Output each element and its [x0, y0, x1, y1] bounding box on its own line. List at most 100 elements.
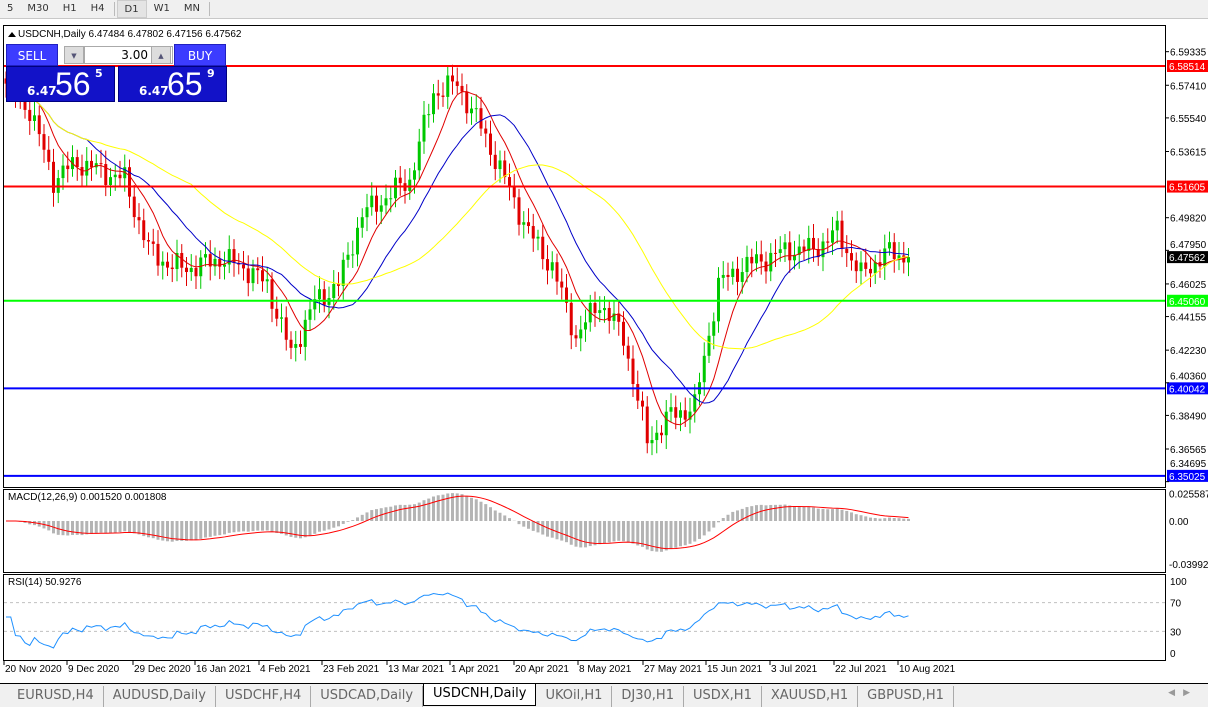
- macd-histogram-bar: [688, 521, 692, 544]
- macd-histogram-bar: [408, 504, 412, 521]
- hline-price-label: 6.45060: [1169, 297, 1206, 308]
- candle-body: [512, 186, 516, 198]
- price-tick-label: 6.55540: [1170, 114, 1207, 125]
- macd-histogram-bar: [560, 521, 564, 541]
- macd-histogram-bar: [717, 521, 720, 523]
- hline-price-label: 6.40042: [1169, 384, 1206, 395]
- macd-histogram-bar: [764, 505, 768, 521]
- buy-button[interactable]: BUY: [174, 44, 226, 66]
- candle-body: [674, 407, 678, 418]
- collapse-triangle-icon[interactable]: [8, 32, 16, 37]
- macd-histogram-bar: [156, 521, 160, 540]
- macd-histogram-bar: [80, 521, 84, 536]
- price-tick-label: 6.57410: [1170, 81, 1207, 92]
- timeframe-5[interactable]: 5: [7, 3, 14, 14]
- macd-histogram-bar: [831, 509, 834, 521]
- macd-histogram-bar: [308, 521, 312, 536]
- chart-tab[interactable]: DJ30,H1: [612, 686, 684, 707]
- candle-body: [826, 241, 830, 243]
- candle-body: [546, 259, 549, 271]
- macd-histogram-bar: [617, 521, 621, 541]
- date-label: 20 Apr 2021: [515, 664, 569, 675]
- chart-tab[interactable]: XAUUSD,H1: [762, 686, 859, 707]
- macd-histogram-bar: [432, 496, 435, 521]
- candle-body: [774, 252, 777, 254]
- candle-body: [864, 262, 868, 269]
- candle-body: [299, 344, 302, 347]
- macd-histogram-bar: [265, 521, 269, 531]
- macd-histogram-bar: [869, 517, 872, 521]
- candle-body: [113, 174, 117, 178]
- chart-tab[interactable]: EURUSD,H4: [8, 686, 104, 707]
- candle-body: [598, 310, 602, 313]
- timeframe-w1[interactable]: W1: [153, 3, 170, 14]
- macd-histogram-bar: [840, 509, 844, 521]
- candle-body: [185, 267, 188, 273]
- candle-body: [446, 75, 450, 97]
- candle-body: [869, 268, 872, 274]
- candle-body: [892, 242, 896, 260]
- timeframe-m30[interactable]: M30: [27, 3, 49, 14]
- buy-price-fraction: 9: [207, 67, 215, 80]
- macd-histogram-bar: [489, 507, 492, 521]
- candle-body: [626, 345, 630, 359]
- macd-histogram-bar: [303, 521, 307, 538]
- timeframe-h4[interactable]: H4: [90, 3, 105, 14]
- macd-histogram-bar: [289, 521, 293, 537]
- date-label: 20 Nov 2020: [5, 664, 62, 675]
- chart-tab[interactable]: USDX,H1: [684, 686, 762, 707]
- macd-histogram-bar: [66, 521, 70, 536]
- macd-histogram-bar: [441, 494, 445, 521]
- candle-body: [517, 197, 521, 225]
- macd-histogram-bar: [451, 493, 454, 521]
- macd-histogram-bar: [455, 493, 459, 521]
- macd-histogram-bar: [199, 521, 203, 539]
- chart-tab[interactable]: UKOil,H1: [536, 686, 613, 707]
- macd-histogram-bar: [679, 521, 682, 547]
- timeframe-mn[interactable]: MN: [183, 3, 200, 14]
- price-tick-label: 6.44155: [1170, 313, 1207, 324]
- candle-body: [322, 289, 326, 305]
- price-label-bg: [1167, 469, 1208, 482]
- chart-tab[interactable]: USDCAD,Daily: [311, 686, 424, 707]
- lot-increase-button[interactable]: ▲: [151, 46, 171, 64]
- sell-button[interactable]: SELL: [6, 44, 58, 66]
- price-tick-label: 6.40360: [1170, 371, 1207, 382]
- macd-histogram-bar: [375, 509, 378, 521]
- chart-tab[interactable]: GBPUSD,H1: [858, 686, 954, 707]
- candle-body: [693, 394, 697, 412]
- candle-body: [883, 248, 887, 267]
- timeframe-d1[interactable]: D1: [116, 0, 147, 18]
- lot-decrease-button[interactable]: ▼: [64, 46, 84, 64]
- tab-scroll-arrows[interactable]: ◀▶: [1168, 688, 1198, 698]
- macd-histogram-bar: [645, 521, 649, 550]
- candle-body: [802, 246, 806, 251]
- candle-body: [451, 75, 454, 82]
- macd-histogram-bar: [508, 518, 511, 521]
- timeframe-h1[interactable]: H1: [62, 3, 77, 14]
- one-click-trading-panel: SELL ▼ 3.00 ▲ BUY 6.47 56 5 6.47 65 9: [6, 44, 227, 103]
- macd-histogram-bar: [389, 506, 393, 521]
- candle-body: [85, 160, 89, 176]
- price-chart[interactable]: USDCNH,Daily 6.47484 6.47802 6.47156 6.4…: [0, 19, 1208, 683]
- macd-histogram-bar: [797, 506, 801, 521]
- buy-price[interactable]: 6.47 65 9: [118, 66, 227, 102]
- lot-size-input[interactable]: 3.00: [84, 46, 173, 64]
- candle-body: [835, 220, 839, 231]
- chart-tab[interactable]: USDCNH,Daily: [423, 684, 537, 706]
- macd-histogram-bar: [474, 499, 478, 521]
- macd-histogram-bar: [588, 521, 592, 547]
- candle-body: [332, 284, 336, 299]
- chart-tab[interactable]: AUDUSD,Daily: [104, 686, 216, 707]
- sell-price[interactable]: 6.47 56 5: [6, 66, 115, 102]
- macd-histogram-bar: [280, 521, 283, 534]
- macd-histogram-bar: [246, 521, 250, 532]
- macd-histogram-bar: [807, 506, 811, 521]
- macd-histogram-bar: [878, 518, 882, 521]
- chart-tab[interactable]: USDCHF,H4: [216, 686, 312, 707]
- candle-body: [313, 299, 317, 310]
- candle-body: [888, 242, 891, 249]
- macd-histogram-bar: [109, 521, 112, 533]
- candle-body: [33, 115, 36, 121]
- candle-body: [341, 259, 345, 286]
